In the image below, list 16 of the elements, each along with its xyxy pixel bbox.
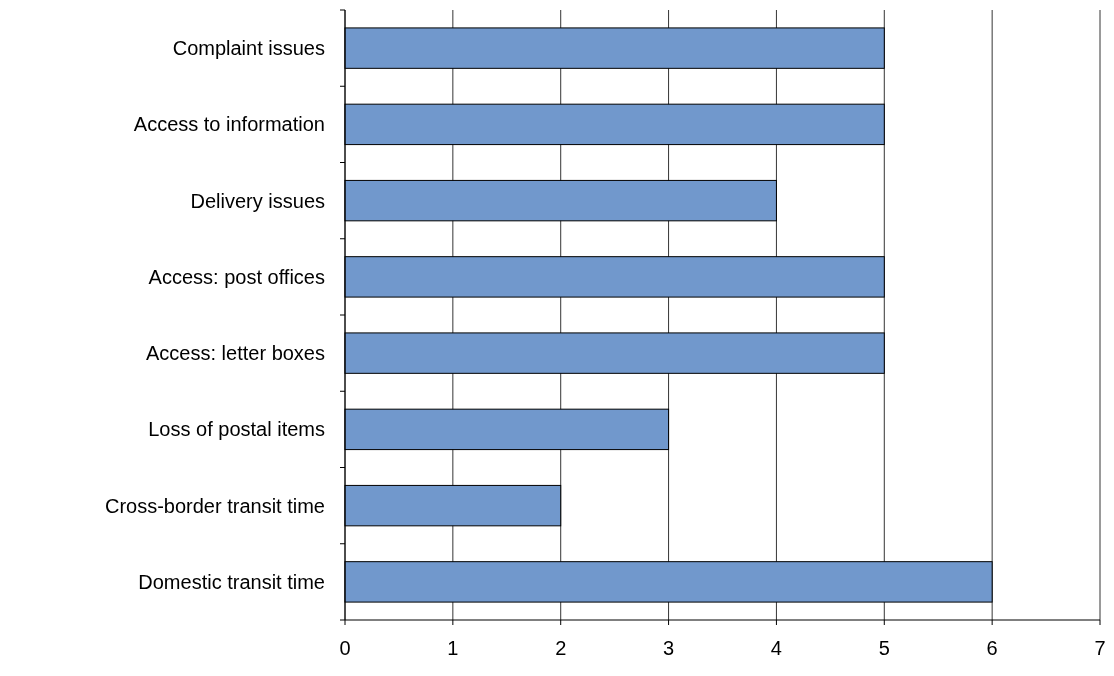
x-tick-label: 2 xyxy=(555,637,567,659)
x-tick-label: 5 xyxy=(878,637,890,659)
y-tick-label: Access to information xyxy=(133,113,325,136)
x-tick-label: 6 xyxy=(986,637,998,659)
x-tick-label: 0 xyxy=(339,637,351,659)
y-tick-label: Delivery issues xyxy=(190,189,325,212)
x-tick-label: 7 xyxy=(1094,637,1106,659)
x-tick-label: 4 xyxy=(770,637,782,659)
y-tick-label: Loss of postal items xyxy=(148,418,325,441)
x-tick-label: 1 xyxy=(447,637,459,659)
y-tick-label: Cross-border transit time xyxy=(104,494,325,517)
y-tick-label: Access: letter boxes xyxy=(146,342,325,365)
x-tick-label: 3 xyxy=(663,637,675,659)
y-tick-label: Domestic transit time xyxy=(138,570,325,593)
y-tick-label: Complaint issues xyxy=(172,37,325,60)
y-tick-label: Access: post offices xyxy=(148,265,325,288)
